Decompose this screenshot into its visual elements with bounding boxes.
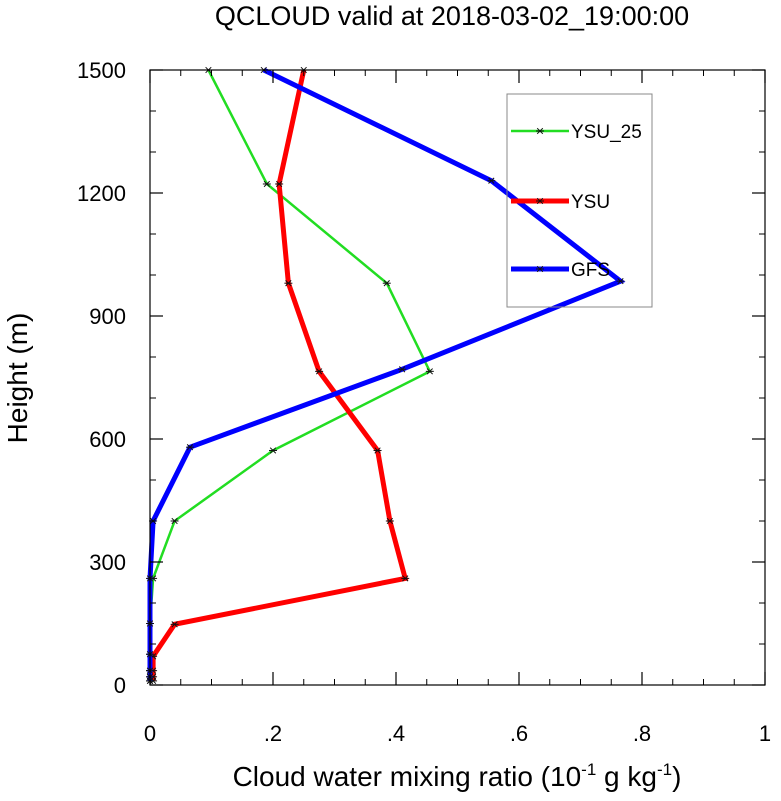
- y-axis-label: Height (m): [2, 313, 33, 444]
- legend-box: [506, 93, 653, 308]
- series-point-ysu-25: [170, 517, 179, 525]
- legend-label-ysu: YSU: [571, 192, 610, 213]
- x-tick-label: .4: [387, 721, 405, 746]
- series-point-gfs: [398, 366, 407, 373]
- legend: YSU_25 YSU GFS: [506, 93, 653, 308]
- plot-area: [146, 66, 626, 685]
- legend-marker-gfs: [536, 265, 544, 273]
- x-axis-label-unit: g kg: [596, 761, 657, 792]
- series-point-ysu: [401, 575, 410, 582]
- series-point-ysu: [385, 517, 394, 525]
- x-axis-label-exponent: -1: [657, 760, 672, 779]
- series-point-ysu-25: [382, 280, 391, 287]
- series-point-ysu: [170, 621, 179, 628]
- series-point-gfs: [487, 177, 496, 184]
- x-axis-label-main: Cloud water mixing ratio (10: [233, 761, 582, 792]
- series-point-ysu: [275, 180, 284, 188]
- series-line-ysu: [150, 69, 409, 681]
- y-tick-label: 1500: [77, 58, 126, 83]
- legend-label-gfs: GFS: [571, 260, 610, 281]
- y-tick-label: 900: [89, 304, 126, 329]
- x-tick-label: 0: [144, 721, 156, 746]
- x-tick-label: .6: [510, 721, 528, 746]
- y-tick-label: 600: [89, 427, 126, 452]
- y-tick-label: 0: [114, 673, 126, 698]
- series-point-gfs: [616, 277, 625, 285]
- y-tick-label: 1200: [77, 181, 126, 206]
- x-tick-label: .8: [633, 721, 651, 746]
- legend-label-ysu-25: YSU_25: [571, 122, 642, 143]
- x-axis: 0 .2 .4 .6 .8 1: [144, 70, 771, 746]
- series-point-ysu-25: [262, 180, 271, 188]
- series-point-ysu-25: [425, 368, 434, 375]
- series-point-ysu-25: [269, 447, 277, 454]
- series-point-gfs: [185, 444, 194, 451]
- series-point-ysu: [373, 447, 382, 454]
- chart-title: QCLOUD valid at 2018-03-02_19:00:00: [215, 1, 689, 31]
- x-axis-label-close: ): [672, 761, 681, 792]
- y-tick-label: 300: [89, 550, 126, 575]
- x-axis-label: Cloud water mixing ratio (10-1 g kg-1): [233, 760, 682, 792]
- series-line-gfs: [147, 67, 626, 681]
- legend-marker-ysu: [536, 197, 544, 205]
- x-tick-label: 1: [759, 721, 771, 746]
- series-point-ysu: [284, 280, 293, 287]
- x-axis-label-exponent: -1: [581, 760, 596, 779]
- x-tick-label: .2: [264, 721, 282, 746]
- legend-marker-ysu-25: [536, 127, 544, 135]
- series-point-ysu: [315, 368, 324, 375]
- y-axis: 0 300 600 900 1200 1500: [77, 58, 765, 698]
